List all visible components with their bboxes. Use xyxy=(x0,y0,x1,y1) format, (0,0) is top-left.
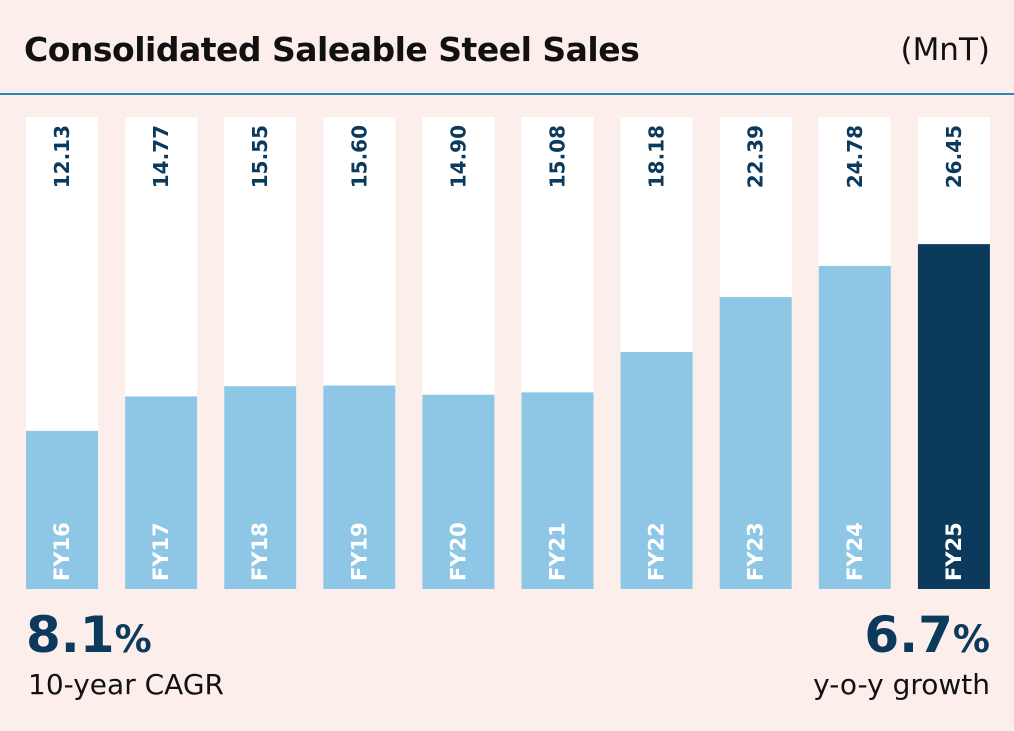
category-label-fy20: FY20 xyxy=(446,522,470,581)
chart-title: Consolidated Saleable Steel Sales xyxy=(24,30,640,69)
bar-fy19 xyxy=(323,385,396,589)
cagr-percent-sign: % xyxy=(114,618,152,661)
bar-fy18 xyxy=(224,386,297,589)
value-label-fy18: 15.55 xyxy=(248,125,272,188)
category-label-fy21: FY21 xyxy=(546,522,570,581)
cagr-number: 8.1 xyxy=(26,606,115,664)
chart-header: Consolidated Saleable Steel Sales (MnT) xyxy=(0,0,1014,95)
value-label-fy22: 18.18 xyxy=(645,125,669,188)
value-label-fy19: 15.60 xyxy=(347,125,371,188)
bar-fy25 xyxy=(917,244,990,589)
yoy-percent-sign: % xyxy=(952,618,990,661)
category-label-fy25: FY25 xyxy=(942,522,966,581)
unit-label: (MnT) xyxy=(900,32,990,68)
bar-fy16 xyxy=(26,430,98,589)
value-label-fy21: 15.08 xyxy=(546,125,570,188)
cagr-label: 10-year CAGR xyxy=(28,668,224,701)
category-label-fy19: FY19 xyxy=(347,522,371,581)
bar-fy23 xyxy=(719,297,792,589)
value-label-fy17: 14.77 xyxy=(149,125,173,188)
category-label-fy16: FY16 xyxy=(50,522,74,581)
bar-fy24 xyxy=(818,265,891,589)
category-label-fy24: FY24 xyxy=(843,522,867,581)
cagr-value: 8.1% xyxy=(26,610,152,660)
value-label-fy20: 14.90 xyxy=(446,125,470,188)
bar-fy21 xyxy=(521,392,594,589)
category-label-fy23: FY23 xyxy=(744,522,768,581)
yoy-number: 6.7 xyxy=(864,606,953,664)
category-label-fy22: FY22 xyxy=(645,522,669,581)
category-label-fy18: FY18 xyxy=(248,522,272,581)
bar-fy22 xyxy=(620,351,693,589)
bar-fy17 xyxy=(125,396,198,589)
category-label-fy17: FY17 xyxy=(149,522,173,581)
yoy-value: 6.7% xyxy=(864,610,990,660)
value-label-fy16: 12.13 xyxy=(50,125,74,188)
yoy-label: y-o-y growth xyxy=(813,668,990,701)
bar-fy20 xyxy=(422,394,495,589)
value-label-fy25: 26.45 xyxy=(942,125,966,188)
bar-chart: 12.13 FY16 14.77 FY17 15.55 FY18 15.60 FY19 14.9… xyxy=(26,117,990,589)
value-label-fy23: 22.39 xyxy=(744,125,768,188)
value-label-fy24: 24.78 xyxy=(843,125,867,188)
